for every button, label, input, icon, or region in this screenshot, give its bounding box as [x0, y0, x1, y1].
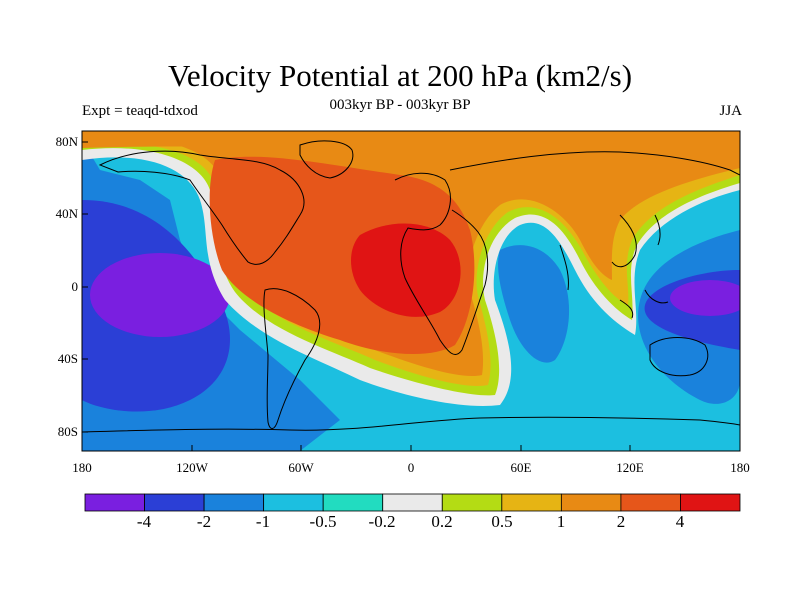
colorbar-box	[501, 493, 562, 512]
lat-label-80n: 80N	[55, 134, 78, 149]
colorbar-box	[84, 493, 145, 512]
coastlines	[82, 140, 740, 433]
lat-label-40s: 40S	[57, 351, 78, 366]
lat-label-80s: 80S	[57, 424, 78, 439]
lon-label-120w: 120W	[176, 460, 208, 475]
lon-label-60e: 60E	[510, 460, 532, 475]
colorbar	[84, 493, 741, 512]
colorbar-label: -4	[136, 512, 152, 531]
period-label: 003kyr BP - 003kyr BP	[329, 97, 471, 113]
colorbar-label: -2	[196, 512, 212, 531]
colorbar-label: -1	[255, 512, 271, 531]
colorbar-box	[263, 493, 324, 512]
colorbar-label: 4	[675, 512, 685, 531]
colorbar-box	[680, 493, 741, 512]
colorbar-label: -0.2	[368, 512, 396, 531]
colorbar-box	[441, 493, 503, 512]
colorbar-box	[560, 493, 622, 512]
colorbar-label: 1	[556, 512, 566, 531]
contour-field	[82, 131, 740, 451]
lat-label-40n: 40N	[55, 206, 78, 221]
colorbar-label: 0.5	[491, 512, 513, 531]
lon-label-180w: 180	[72, 460, 92, 475]
lon-label-120e: 120E	[616, 460, 644, 475]
lon-ticks	[81, 445, 741, 451]
lon-label-60w: 60W	[288, 460, 314, 475]
experiment-label: Expt = teaqd-tdxod	[82, 103, 198, 119]
lat-label-0: 0	[71, 279, 79, 294]
colorbar-box	[382, 493, 443, 512]
colorbar-label: -0.5	[309, 512, 337, 531]
colorbar-box	[203, 493, 265, 512]
colorbar-label: 2	[616, 512, 626, 531]
colorbar-box	[620, 493, 681, 512]
colorbar-box	[144, 493, 205, 512]
season-label: JJA	[719, 103, 742, 119]
lon-label-180e: 180	[730, 460, 750, 475]
colorbar-label: 0.2	[431, 512, 453, 531]
lat-ticks	[82, 141, 88, 433]
plot-title: Velocity Potential at 200 hPa (km2/s)	[167, 58, 633, 93]
colorbar-box	[322, 493, 384, 512]
lon-label-0: 0	[407, 460, 415, 475]
